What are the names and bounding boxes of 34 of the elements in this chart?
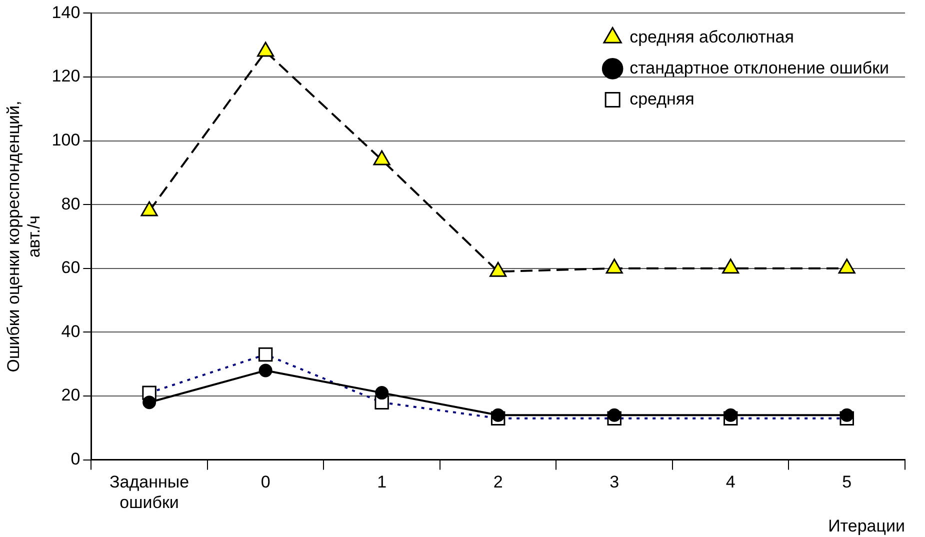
y-tick-label: 100 xyxy=(52,130,80,150)
point xyxy=(722,258,740,274)
y-tick-label: 60 xyxy=(61,258,80,278)
x-tick-label: 2 xyxy=(493,472,503,492)
legend-label: средняя xyxy=(630,89,694,108)
point xyxy=(606,258,623,274)
legend-label: средняя абсолютная xyxy=(630,27,794,46)
point xyxy=(838,258,856,274)
point xyxy=(140,201,158,216)
x-tick-label: 1 xyxy=(377,472,387,492)
point xyxy=(375,386,389,400)
point xyxy=(258,364,272,378)
point xyxy=(142,396,156,410)
point xyxy=(840,408,854,422)
y-tick-label: 80 xyxy=(61,194,80,214)
point xyxy=(491,408,505,422)
y-tick-label: 0 xyxy=(70,449,80,468)
y-tick-label: 140 xyxy=(52,2,80,22)
x-axis-title: Итерации xyxy=(828,516,905,536)
y-axis-title: Ошибки оценки корреспонденций, авт./ч xyxy=(4,100,44,372)
point xyxy=(724,408,738,422)
x-tick-label: 4 xyxy=(726,472,736,492)
y-tick-label: 120 xyxy=(52,66,80,86)
point xyxy=(490,262,507,277)
legend-label: стандартное отклонение ошибки xyxy=(630,58,890,78)
x-tick-label: 5 xyxy=(842,472,852,492)
x-tick-label: Заданные ошибки xyxy=(110,472,190,512)
point xyxy=(608,408,622,422)
x-tick-label: 0 xyxy=(260,472,270,492)
y-tick-label: 40 xyxy=(61,322,80,341)
point xyxy=(373,150,390,166)
y-tick-label: 20 xyxy=(61,386,80,405)
point xyxy=(257,42,274,57)
x-tick-label: 3 xyxy=(610,472,620,492)
